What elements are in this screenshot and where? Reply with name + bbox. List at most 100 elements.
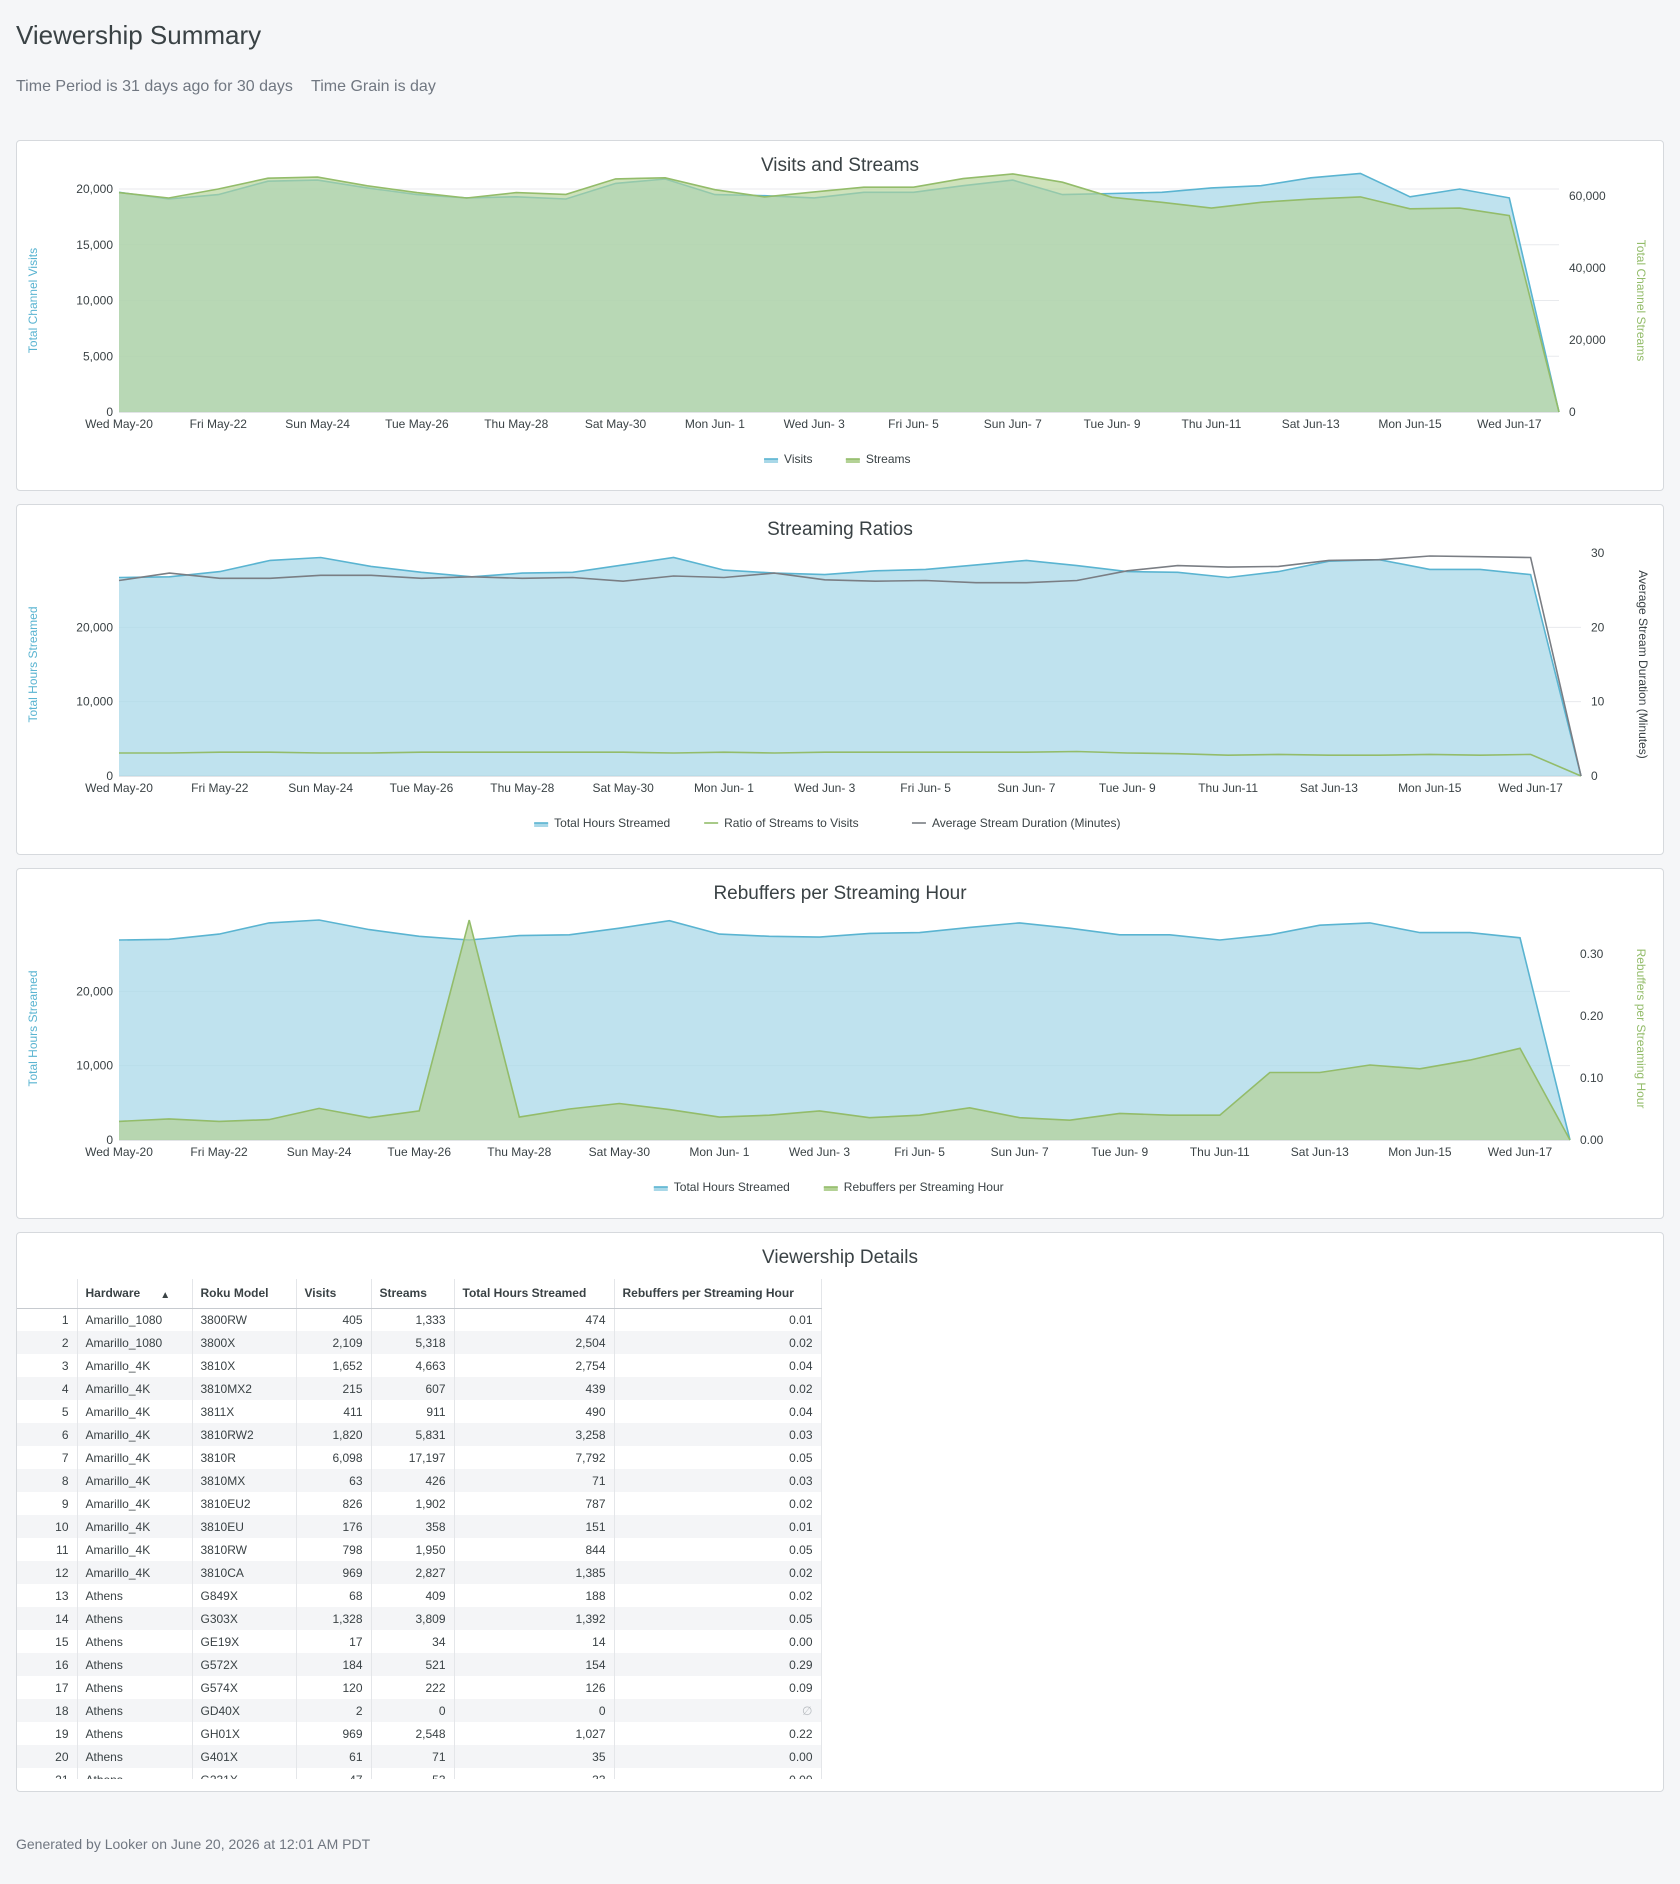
filter-time-grain[interactable]: Time Grain is day	[311, 78, 436, 95]
cell-roku-model: G401X	[192, 1745, 297, 1768]
cell-roku-model: 3810MX2	[192, 1377, 297, 1400]
cell-rebuffers: 0.22	[614, 1722, 822, 1745]
table-row[interactable]: 21AthensG231X4753330.00	[17, 1768, 822, 1779]
table-row[interactable]: 14 Athens G303X 1,328 3,809 1,392 0.05	[17, 1607, 822, 1630]
x-tick-label: Thu May-28	[490, 781, 554, 795]
table-row[interactable]: 20 Athens G401X 61 71 35 0.00	[17, 1745, 822, 1768]
series-area	[119, 557, 1581, 776]
y-tick-label: 20,000	[76, 984, 113, 998]
table-row[interactable]: 8 Amarillo_4K 3810MX 63 426 71 0.03	[17, 1469, 822, 1492]
table-row[interactable]: 16 Athens G572X 184 521 154 0.29	[17, 1653, 822, 1676]
cell-streams: 409	[371, 1584, 455, 1607]
column-header-total-hours-streamed[interactable]: Total Hours Streamed	[454, 1279, 615, 1309]
y2-tick-label: 30	[1591, 546, 1605, 560]
cell-visits: 1,328	[296, 1607, 372, 1630]
x-tick-label: Tue May-26	[387, 1145, 451, 1159]
cell-visits: 215	[296, 1377, 372, 1400]
table-row[interactable]: 1 Amarillo_1080 3800RW 405 1,333 474 0.01	[17, 1308, 822, 1331]
cell-roku-model: 3811X	[192, 1400, 297, 1423]
column-header-streams[interactable]: Streams	[371, 1279, 455, 1309]
table-row[interactable]: 18 Athens GD40X 2 0 0 ∅	[17, 1699, 822, 1722]
cell-visits: 411	[296, 1400, 372, 1423]
row-index: 6	[17, 1423, 78, 1446]
row-index: 16	[17, 1653, 78, 1676]
cell-rebuffers: 0.00	[614, 1630, 822, 1653]
y2-axis-title: Total Channel Streams	[1634, 240, 1648, 361]
y-tick-label: 10,000	[76, 1059, 113, 1073]
table-row[interactable]: 15 Athens GE19X 17 34 14 0.00	[17, 1630, 822, 1653]
x-tick-label: Fri Jun- 5	[894, 1145, 945, 1159]
legend-item[interactable]: Streams	[845, 452, 911, 466]
legend-label: Rebuffers per Streaming Hour	[844, 1180, 1004, 1194]
cell-streams: 1,902	[371, 1492, 455, 1515]
sort-ascending-icon[interactable]: ▲	[160, 1290, 171, 1302]
x-tick-label: Thu Jun-11	[1190, 1145, 1250, 1159]
tile-title: Viewership Details	[762, 1247, 918, 1268]
cell-hardware: Amarillo_1080	[77, 1308, 193, 1331]
x-tick-label: Tue May-26	[390, 781, 454, 795]
x-tick-label: Sat Jun-13	[1282, 417, 1340, 431]
legend-item[interactable]: Total Hours Streamed	[534, 816, 670, 830]
cell-rebuffers: ∅	[614, 1699, 822, 1722]
x-tick-label: Wed May-20	[85, 417, 153, 431]
filter-time-period[interactable]: Time Period is 31 days ago for 30 days	[16, 78, 293, 95]
table-row[interactable]: 9 Amarillo_4K 3810EU2 826 1,902 787 0.02	[17, 1492, 822, 1515]
column-header-hardware[interactable]: Hardware ▲	[77, 1279, 193, 1309]
cell-roku-model: G574X	[192, 1676, 297, 1699]
row-index: 12	[17, 1561, 78, 1584]
x-tick-label: Sun May-24	[287, 1145, 352, 1159]
table-row[interactable]: 10 Amarillo_4K 3810EU 176 358 151 0.01	[17, 1515, 822, 1538]
table-row[interactable]: 13 Athens G849X 68 409 188 0.02	[17, 1584, 822, 1607]
rebuffers-chart[interactable]: 0 10,000 20,000 0.00 0.10 0.20 0.30 Wed May-20 F…	[17, 869, 1663, 1218]
y2-tick-label: 0.20	[1580, 1009, 1604, 1023]
table-row[interactable]: 3 Amarillo_4K 3810X 1,652 4,663 2,754 0.04	[17, 1354, 822, 1377]
cell-rebuffers: 0.00	[614, 1768, 822, 1779]
cell-streams: 2,827	[371, 1561, 455, 1584]
streaming-ratios-chart[interactable]: 0 10,000 20,000 0 10 20 30 Wed May-20 Fri May-22…	[17, 505, 1663, 854]
row-index: 10	[17, 1515, 78, 1538]
cell-hardware: Athens	[77, 1768, 193, 1779]
x-tick-label: Mon Jun- 1	[689, 1145, 749, 1159]
table-row[interactable]: 5 Amarillo_4K 3811X 411 911 490 0.04	[17, 1400, 822, 1423]
legend-item[interactable]: Ratio of Streams to Visits	[704, 816, 859, 830]
cell-hardware: Amarillo_4K	[77, 1492, 193, 1515]
legend-item[interactable]: Average Stream Duration (Minutes)	[911, 816, 1121, 830]
legend-item[interactable]: Total Hours Streamed	[653, 1180, 790, 1194]
x-tick-label: Thu May-28	[484, 417, 548, 431]
cell-visits: 61	[296, 1745, 372, 1768]
series-area	[119, 173, 1559, 412]
axes: 0 10,000 20,000 0.00 0.10 0.20 0.30 Wed May-20 F…	[26, 947, 1648, 1159]
cell-streams: 2,548	[371, 1722, 455, 1745]
table-row[interactable]: 11 Amarillo_4K 3810RW 798 1,950 844 0.05	[17, 1538, 822, 1561]
x-tick-label: Mon Jun- 1	[694, 781, 754, 795]
x-tick-label: Mon Jun- 1	[685, 417, 745, 431]
cell-total-hours: 7,792	[454, 1446, 615, 1469]
column-header-roku-model[interactable]: Roku Model	[192, 1279, 297, 1309]
cell-hardware: Amarillo_4K	[77, 1561, 193, 1584]
column-header-rebuffers[interactable]: Rebuffers per Streaming Hour	[614, 1279, 822, 1309]
legend-label: Ratio of Streams to Visits	[724, 816, 859, 830]
cell-streams: 222	[371, 1676, 455, 1699]
tile-title: Visits and Streams	[760, 155, 920, 176]
row-index: 13	[17, 1584, 78, 1607]
visits-streams-chart[interactable]: 0 5,000 10,000 15,000 20,000 0 20,000 40,000 60,…	[17, 141, 1663, 490]
column-header-visits[interactable]: Visits	[296, 1279, 372, 1309]
cell-streams: 358	[371, 1515, 455, 1538]
cell-visits: 826	[296, 1492, 372, 1515]
table-row[interactable]: 19 Athens GH01X 969 2,548 1,027 0.22	[17, 1722, 822, 1745]
table-row[interactable]: 17 Athens G574X 120 222 126 0.09	[17, 1676, 822, 1699]
streaming-ratios-tile: Streaming Ratios 0 10,000 20,000 0 10 20 30 Wed…	[16, 504, 1664, 855]
table-row[interactable]: 2 Amarillo_1080 3800X 2,109 5,318 2,504 0.02	[17, 1331, 822, 1354]
table-row[interactable]: 6 Amarillo_4K 3810RW2 1,820 5,831 3,258 0.03	[17, 1423, 822, 1446]
table-row[interactable]: 4 Amarillo_4K 3810MX2 215 607 439 0.02	[17, 1377, 822, 1400]
row-index: 15	[17, 1630, 78, 1653]
legend-item[interactable]: Rebuffers per Streaming Hour	[823, 1180, 1004, 1194]
cell-visits: 969	[296, 1722, 372, 1745]
table-row[interactable]: 7 Amarillo_4K 3810R 6,098 17,197 7,792 0.05	[17, 1446, 822, 1469]
cell-visits: 63	[296, 1469, 372, 1492]
table-row[interactable]: 12 Amarillo_4K 3810CA 969 2,827 1,385 0.02	[17, 1561, 822, 1584]
cell-hardware: Athens	[77, 1584, 193, 1607]
cell-hardware: Athens	[77, 1607, 193, 1630]
details-table-scroll[interactable]: Hardware ▲ Roku Model Visits Streams Tota…	[17, 1279, 1663, 1779]
legend-item[interactable]: Visits	[764, 452, 813, 466]
